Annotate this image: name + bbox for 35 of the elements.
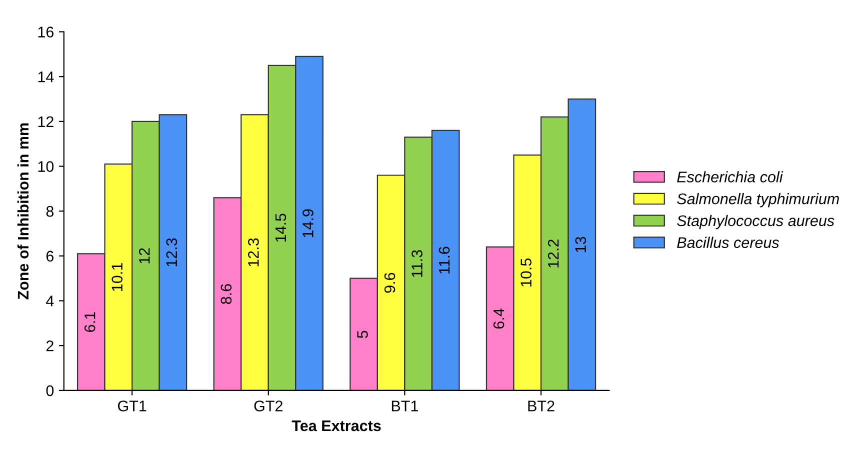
data-label: 14.5 [275,214,286,242]
legend-label: Salmonella typhimurium [677,193,839,208]
data-label: 5 [357,330,368,338]
data-label: 6.1 [84,312,96,332]
data-label: 11.3 [412,250,422,277]
y-tick-label: 0 [46,385,54,396]
data-label: 10.1 [112,263,123,291]
legend-label: Staphylococcus aureus [677,214,834,230]
y-tick-label: 4 [46,296,54,306]
x-tick-label: GT1 [118,400,146,412]
legend-label: Bacillus cereus [677,236,780,248]
x-tick-label: GT2 [254,400,282,412]
x-tick-label: BT2 [528,400,554,412]
y-tick-label: 8 [46,206,54,217]
x-axis-title: Tea Extracts [292,420,381,432]
data-label: 14.9 [302,209,314,238]
y-axis-title: Zone of Inhibition in mm [17,123,29,300]
data-label: 12.2 [548,240,559,268]
data-label: 9.6 [384,272,396,293]
data-label: 12.3 [248,238,259,266]
y-tick-label: 2 [46,340,54,352]
legend-label: Escherichia coli [677,171,784,182]
data-label: 13 [575,236,586,252]
y-tick-label: 14 [38,72,54,82]
data-label: 11.6 [438,246,450,274]
x-tick-label: BT1 [392,400,418,412]
y-tick-label: 10 [38,161,54,172]
y-tick-label: 12 [38,116,54,127]
data-label: 12.3 [166,238,178,266]
data-label: 10.5 [520,258,532,286]
y-tick-label: 16 [38,26,54,38]
data-label: 8.6 [220,284,232,304]
data-label: 12 [138,248,150,264]
y-tick-label: 6 [46,250,54,262]
data-label: 6.4 [493,308,504,329]
